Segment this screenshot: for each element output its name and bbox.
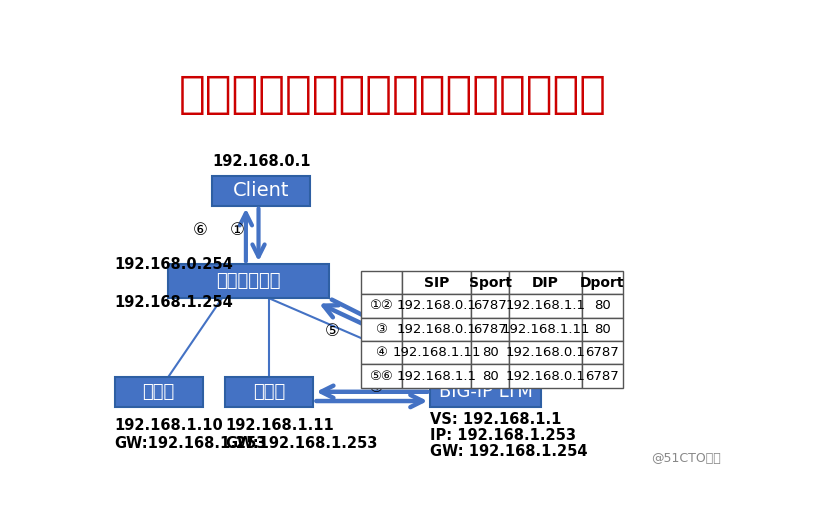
- FancyBboxPatch shape: [361, 341, 402, 365]
- FancyBboxPatch shape: [402, 271, 471, 294]
- FancyBboxPatch shape: [471, 271, 509, 294]
- Text: 192.168.1.11: 192.168.1.11: [501, 323, 590, 336]
- Text: Sport: Sport: [469, 276, 512, 290]
- FancyBboxPatch shape: [509, 317, 582, 341]
- Text: Dport: Dport: [580, 276, 624, 290]
- FancyBboxPatch shape: [402, 294, 471, 317]
- Text: BIG-IP LTM: BIG-IP LTM: [438, 383, 532, 401]
- Text: 192.168.0.1: 192.168.0.1: [397, 323, 477, 336]
- Text: GW: 192.168.1.254: GW: 192.168.1.254: [430, 444, 588, 459]
- FancyBboxPatch shape: [582, 317, 623, 341]
- Text: 192.168.0.1: 192.168.0.1: [505, 346, 585, 359]
- Text: ③: ③: [376, 323, 387, 336]
- Text: ②: ②: [438, 310, 454, 327]
- Text: 192.168.0.1: 192.168.0.1: [213, 154, 311, 169]
- Text: 192.168.1.10: 192.168.1.10: [114, 418, 223, 433]
- FancyBboxPatch shape: [402, 341, 471, 365]
- FancyBboxPatch shape: [582, 271, 623, 294]
- Text: ④: ④: [376, 346, 387, 359]
- Text: 80: 80: [482, 370, 499, 382]
- Text: 192.168.1.11: 192.168.1.11: [392, 346, 481, 359]
- Text: 192.168.0.1: 192.168.0.1: [505, 370, 585, 382]
- Text: 192.168.1.1: 192.168.1.1: [397, 370, 477, 382]
- Text: 6787: 6787: [474, 300, 507, 313]
- FancyBboxPatch shape: [361, 365, 402, 388]
- Text: Client: Client: [233, 181, 289, 200]
- Text: 核心三层交换: 核心三层交换: [217, 272, 281, 290]
- Text: DIP: DIP: [532, 276, 559, 290]
- Text: ①: ①: [230, 221, 245, 239]
- FancyBboxPatch shape: [213, 176, 311, 206]
- FancyBboxPatch shape: [582, 294, 623, 317]
- FancyBboxPatch shape: [471, 317, 509, 341]
- Text: 服务器: 服务器: [143, 383, 175, 401]
- FancyBboxPatch shape: [582, 365, 623, 388]
- Text: ④: ④: [369, 378, 384, 396]
- FancyBboxPatch shape: [471, 365, 509, 388]
- Text: 6787: 6787: [474, 323, 507, 336]
- FancyBboxPatch shape: [225, 377, 314, 407]
- Text: VS: 192.168.1.1: VS: 192.168.1.1: [430, 412, 562, 427]
- Text: 6787: 6787: [585, 346, 619, 359]
- Text: 6787: 6787: [585, 370, 619, 382]
- FancyBboxPatch shape: [509, 365, 582, 388]
- FancyBboxPatch shape: [471, 341, 509, 365]
- FancyBboxPatch shape: [402, 317, 471, 341]
- Text: 80: 80: [594, 323, 610, 336]
- Text: SIP: SIP: [424, 276, 449, 290]
- FancyBboxPatch shape: [168, 264, 329, 298]
- Text: 192.168.1.254: 192.168.1.254: [114, 295, 233, 310]
- FancyBboxPatch shape: [361, 294, 402, 317]
- FancyBboxPatch shape: [509, 341, 582, 365]
- Text: 192.168.1.11: 192.168.1.11: [225, 418, 334, 433]
- FancyBboxPatch shape: [402, 365, 471, 388]
- Text: 192.168.1.1: 192.168.1.1: [505, 300, 586, 313]
- FancyBboxPatch shape: [509, 294, 582, 317]
- FancyBboxPatch shape: [582, 341, 623, 365]
- Text: 192.168.0.254: 192.168.0.254: [114, 257, 233, 271]
- Text: @51CTO博客: @51CTO博客: [651, 452, 721, 465]
- Text: 192.168.0.1: 192.168.0.1: [397, 300, 477, 313]
- FancyBboxPatch shape: [114, 377, 203, 407]
- FancyBboxPatch shape: [509, 271, 582, 294]
- FancyBboxPatch shape: [430, 377, 541, 407]
- Text: 80: 80: [594, 300, 610, 313]
- Text: GW:192.168.1.253: GW:192.168.1.253: [225, 436, 377, 451]
- Text: ⑥: ⑥: [192, 221, 207, 239]
- Text: ⑤⑥: ⑤⑥: [369, 370, 394, 382]
- Text: ③: ③: [369, 358, 384, 376]
- Text: GW:192.168.1.253: GW:192.168.1.253: [114, 436, 267, 451]
- Text: ①②: ①②: [369, 300, 394, 313]
- Text: ⑤: ⑤: [325, 322, 340, 339]
- Text: 服务器更改网关模式模式数据流流程: 服务器更改网关模式模式数据流流程: [178, 73, 606, 116]
- Text: IP: 192.168.1.253: IP: 192.168.1.253: [430, 428, 576, 443]
- Text: 服务器: 服务器: [253, 383, 285, 401]
- FancyBboxPatch shape: [471, 294, 509, 317]
- FancyBboxPatch shape: [361, 271, 402, 294]
- FancyBboxPatch shape: [361, 317, 402, 341]
- Text: 80: 80: [482, 346, 499, 359]
